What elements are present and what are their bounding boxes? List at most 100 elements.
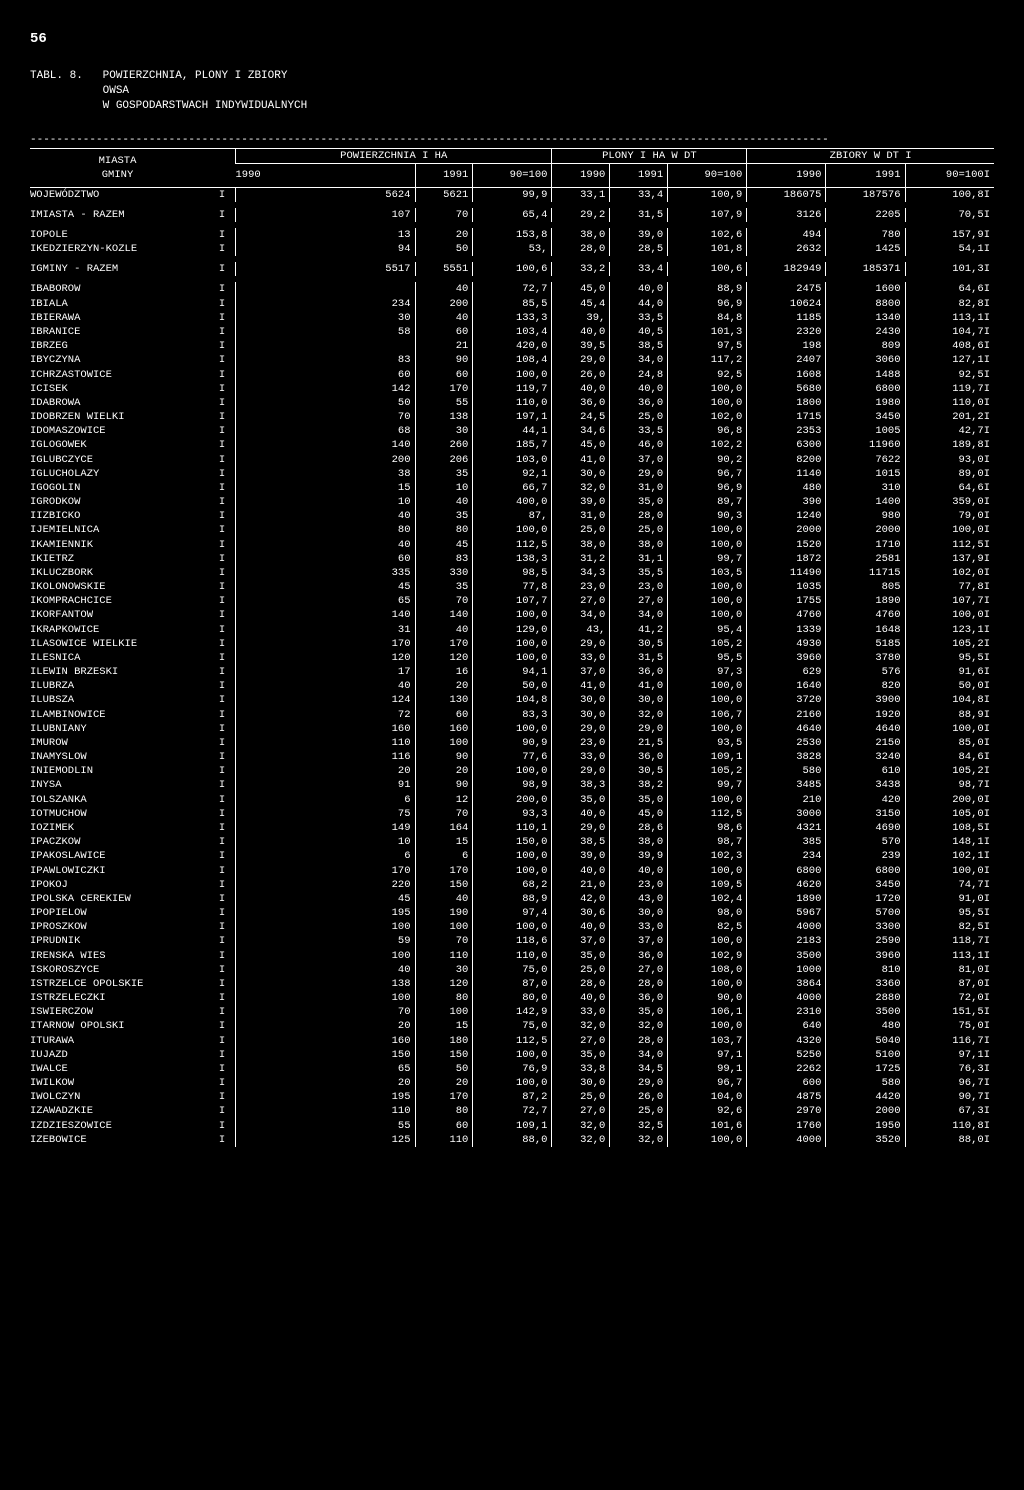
cell: 41,0: [552, 679, 610, 693]
row-marker: I: [209, 481, 236, 495]
cell: 32,0: [610, 708, 668, 722]
row-name: IMUROW: [30, 736, 209, 750]
cell: 3720: [747, 693, 826, 707]
cell: 37,0: [610, 453, 668, 467]
cell: 200: [415, 297, 473, 311]
cell: 40: [415, 623, 473, 637]
cell: 100,0: [668, 793, 747, 807]
cell: 64,6I: [905, 481, 994, 495]
cell: 12: [415, 793, 473, 807]
row-name: IKEDZIERZYN-KOZLE: [30, 242, 209, 256]
row-marker: I: [209, 424, 236, 438]
cell: 100,0: [473, 368, 552, 382]
table-row: IPOLSKA CEREKIEWI454088,942,043,0102,418…: [30, 892, 994, 906]
row-marker: I: [209, 807, 236, 821]
table-row: IMIASTA - RAZEMI1077065,429,231,5107,931…: [30, 208, 994, 222]
cell: 2530: [747, 736, 826, 750]
cell: 1872: [747, 552, 826, 566]
cell: 108,5I: [905, 821, 994, 835]
cell: 110,1: [473, 821, 552, 835]
cell: 100,0: [473, 864, 552, 878]
cell: 88,0I: [905, 1133, 994, 1147]
cell: 98,7I: [905, 778, 994, 792]
cell: 408,6I: [905, 339, 994, 353]
cell: 113,1I: [905, 311, 994, 325]
table-row: IKOMPRACHCICEI6570107,727,027,0100,01755…: [30, 594, 994, 608]
row-name: ISTRZELCE OPOLSKIE: [30, 977, 209, 991]
cell: 2430: [826, 325, 905, 339]
cell: 40: [415, 495, 473, 509]
cell: 30,5: [610, 764, 668, 778]
cell: 32,0: [610, 1133, 668, 1147]
cell: 359,0I: [905, 495, 994, 509]
row-name: ISKOROSZYCE: [30, 963, 209, 977]
cell: 140: [415, 608, 473, 622]
cell: 1920: [826, 708, 905, 722]
cell: 1640: [747, 679, 826, 693]
cell: 27,0: [610, 963, 668, 977]
cell: 31,5: [610, 208, 668, 222]
cell: 138,3: [473, 552, 552, 566]
table-row: IGOGOLINI151066,732,031,096,948031064,6I: [30, 481, 994, 495]
cell: 150: [236, 1048, 416, 1062]
cell: 39,0: [610, 228, 668, 242]
cell: 100,0: [668, 608, 747, 622]
cell: 92,1: [473, 467, 552, 481]
cell: 1005: [826, 424, 905, 438]
cell: 153,8: [473, 228, 552, 242]
cell: 142: [236, 382, 416, 396]
cell: 8800: [826, 297, 905, 311]
cell: 40,5: [610, 325, 668, 339]
row-name: IPOKOJ: [30, 878, 209, 892]
cell: 104,7I: [905, 325, 994, 339]
cell: 31,0: [552, 509, 610, 523]
cell: 640: [747, 1019, 826, 1033]
cell: 30: [415, 424, 473, 438]
row-name: IKIETRZ: [30, 552, 209, 566]
cell: 2000: [826, 1104, 905, 1118]
row-name: IKOMPRACHCICE: [30, 594, 209, 608]
cell: 100,0: [668, 864, 747, 878]
cell: 100,0: [668, 523, 747, 537]
row-marker: I: [209, 864, 236, 878]
table-row: IJEMIELNICAI8080100,025,025,0100,0200020…: [30, 523, 994, 537]
cell: 95,5I: [905, 651, 994, 665]
cell: 1400: [826, 495, 905, 509]
row-name: IDOMASZOWICE: [30, 424, 209, 438]
cell: 33,0: [552, 651, 610, 665]
table-row: INYSAI919098,938,338,299,73485343898,7I: [30, 778, 994, 792]
row-marker: I: [209, 835, 236, 849]
row-marker: I: [209, 509, 236, 523]
cell: 92,6: [668, 1104, 747, 1118]
row-marker: I: [209, 1104, 236, 1118]
cell: 400,0: [473, 495, 552, 509]
cell: 3450: [826, 878, 905, 892]
cell: 6800: [826, 864, 905, 878]
row-marker: I: [209, 208, 236, 222]
cell: 100,0: [668, 396, 747, 410]
row-marker: I: [209, 453, 236, 467]
cell: 83,3: [473, 708, 552, 722]
cell: 110,0: [473, 949, 552, 963]
cell: 1715: [747, 410, 826, 424]
cell: 100,0: [668, 594, 747, 608]
cell: 60: [415, 708, 473, 722]
cell: 310: [826, 481, 905, 495]
row-name: ITURAWA: [30, 1034, 209, 1048]
cell: 220: [236, 878, 416, 892]
cell: 5040: [826, 1034, 905, 1048]
cell: 84,8: [668, 311, 747, 325]
cell: 102,4: [668, 892, 747, 906]
cell: 35,0: [552, 949, 610, 963]
cell: 65: [236, 594, 416, 608]
cell: 34,0: [552, 608, 610, 622]
cell: 38,3: [552, 778, 610, 792]
cell: 79,0I: [905, 509, 994, 523]
table-row: IGRODKOWI1040400,039,035,089,73901400359…: [30, 495, 994, 509]
table-row: WOJEWÓDZTWOI5624562199,933,133,4100,9186…: [30, 187, 994, 202]
cell: 110: [236, 736, 416, 750]
cell: 44,0: [610, 297, 668, 311]
row-marker: I: [209, 538, 236, 552]
row-name: IPOPIELOW: [30, 906, 209, 920]
cell: 5551: [415, 262, 473, 276]
